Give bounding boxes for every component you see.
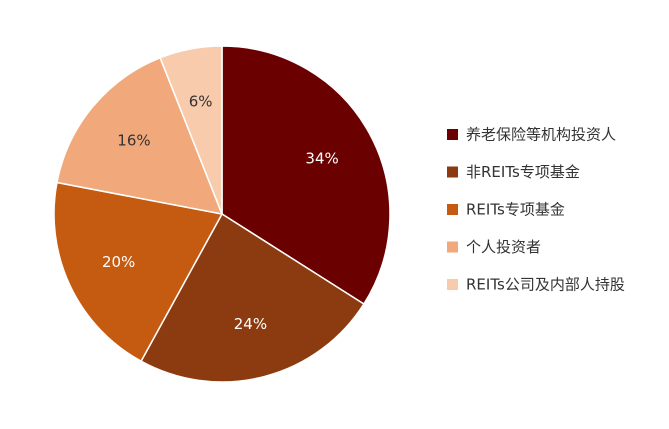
data-label: 24% bbox=[234, 315, 267, 333]
legend-swatch bbox=[447, 241, 458, 253]
legend-label: 养老保险等机构投资人 bbox=[466, 126, 616, 144]
legend-label: 非REITs专项基金 bbox=[466, 163, 580, 181]
legend-swatch bbox=[447, 279, 458, 290]
pie-slice bbox=[56, 56, 224, 215]
legend-swatch bbox=[447, 129, 458, 140]
data-label: 34% bbox=[305, 149, 338, 167]
data-label: 16% bbox=[117, 132, 150, 150]
data-label: 20% bbox=[102, 253, 135, 271]
legend-swatch bbox=[447, 204, 458, 215]
legend-label: REITs专项基金 bbox=[466, 201, 565, 219]
legend-swatch bbox=[447, 166, 458, 178]
data-label: 6% bbox=[189, 92, 213, 110]
pie-slice bbox=[53, 181, 224, 363]
legend-label: 个人投资者 bbox=[466, 238, 541, 256]
pie-slice bbox=[140, 212, 365, 383]
pie-slice bbox=[159, 45, 223, 215]
legend-label: REITs公司及内部人持股 bbox=[466, 276, 625, 294]
pie-slice bbox=[221, 45, 391, 306]
